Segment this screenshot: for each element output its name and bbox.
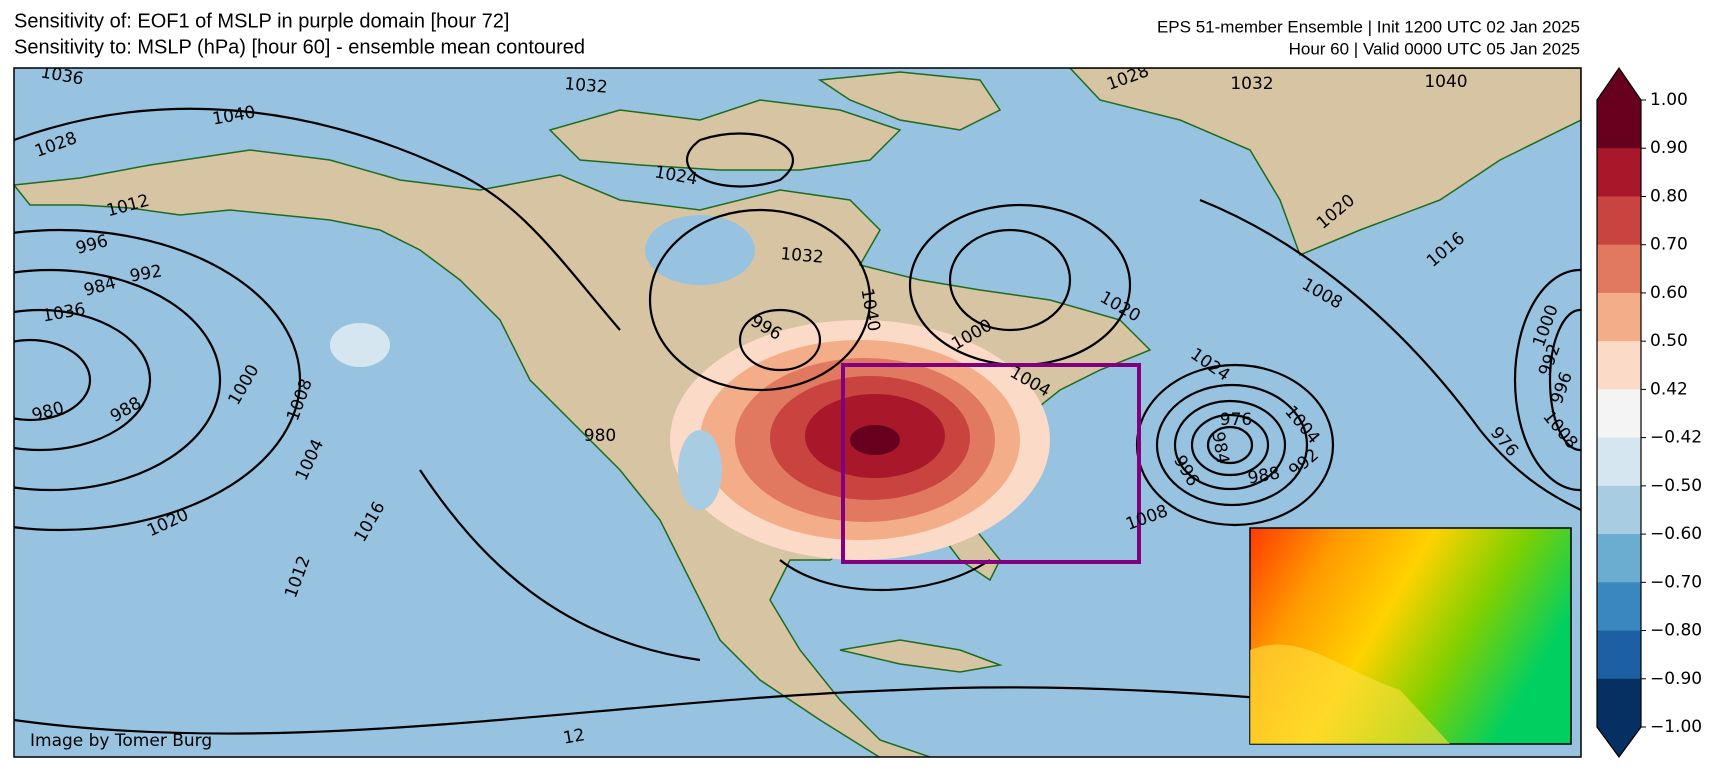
colorbar-tick-label: −0.80 [1650,621,1702,641]
hudson-bay [645,215,755,285]
colorbar-tick-label: 0.70 [1650,235,1688,255]
title-line: Sensitivity to: MSLP (hPa) [hour 60] - e… [14,36,585,58]
colorbar-tick-label: 0.50 [1650,331,1688,351]
sensitivity-shading [330,320,1050,560]
colorbar: 1.00 0.90 0.80 0.70 0.60 0.50 0.42 −0.42 −0.50 −0… [1596,66,1702,759]
colorbar-segment [1597,100,1641,149]
colorbar-tick-label: 0.42 [1650,379,1688,399]
colorbar-tick-label: −0.42 [1650,428,1702,448]
colorbar-segment [1597,630,1641,680]
colorbar-extend [1597,68,1641,100]
contour-label: 1032 [564,74,609,98]
colorbar-tick-label: −1.00 [1650,717,1702,737]
contour-label: 976 [1220,410,1252,430]
colorbar-segment [1597,437,1641,487]
contour-label: 980 [584,426,616,446]
colorbar-tick-label: −0.50 [1650,476,1702,496]
info-line: EPS 51-member Ensemble | Init 1200 UTC 0… [1157,17,1580,36]
colorbar-segment [1597,678,1641,728]
contour-label: 12 [562,725,587,748]
map-frame [13,67,1582,758]
colorbar-tick-label: 0.90 [1650,138,1688,158]
colorbar-segment [1597,582,1641,632]
colorbar-segment [1597,292,1641,342]
contour-label: 1040 [1424,72,1467,92]
colorbar-segment [1597,244,1641,294]
colorbar-tick-label: −0.70 [1650,572,1702,592]
inset-shading [1250,644,1450,744]
colorbar-segment [1597,148,1641,197]
colorbar-tick-label: 0.60 [1650,283,1688,303]
colorbar-tick-label: −0.90 [1650,669,1702,689]
map: 1036 1032 1028 1032 104010401028102410129969… [14,68,1581,757]
colorbar-tick-label: 1.00 [1650,90,1688,110]
info-line: Hour 60 | Valid 0000 UTC 05 Jan 2025 [1289,39,1580,58]
title-line: Sensitivity of: EOF1 of MSLP in purple d… [14,10,509,32]
contour-label: 1032 [780,244,825,268]
colorbar-segment [1597,389,1641,439]
colorbar-segment [1597,341,1641,390]
mslp-contours [14,107,1581,735]
colorbar-segment [1597,534,1641,583]
contour-label: 1032 [1230,74,1273,94]
colorbar-segment [1597,196,1641,246]
land [1068,68,1581,256]
colorbar-extend [1597,727,1641,757]
land [817,71,1002,131]
land [839,639,1003,673]
purple-domain [841,363,1141,564]
colorbar-tick-label: −0.60 [1650,524,1702,544]
colorbar-segment [1597,485,1641,535]
credit: Image by Tomer Burg [30,731,212,751]
colorbar-tick-label: 0.80 [1650,186,1688,206]
